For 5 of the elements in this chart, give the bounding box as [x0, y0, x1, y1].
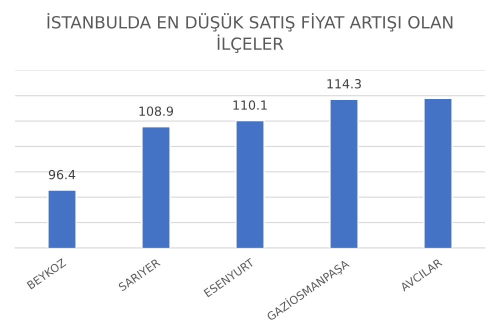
data-label: 110.1	[233, 100, 267, 110]
chart-title: İSTANBULDA EN DÜŞÜK SATIŞ FİYAT ARTIŞI OLAN İLÇELER	[48, 13, 452, 53]
data-label: 108.9	[139, 106, 174, 116]
data-label: 96.4	[48, 170, 76, 180]
data-label: 114.3	[327, 79, 361, 89]
